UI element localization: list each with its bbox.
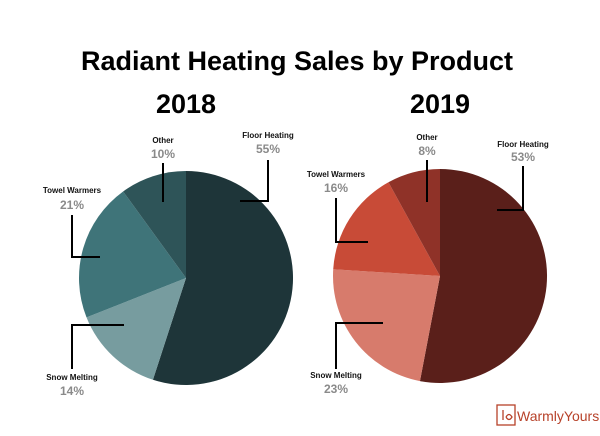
leader-2018-floor-heating — [240, 160, 269, 202]
label-2019-towel-warmers: Towel Warmers — [307, 170, 366, 179]
label-2018-floor-heating: Floor Heating — [242, 131, 294, 140]
value-2019-towel-warmers: 16% — [324, 181, 348, 195]
value-2019-floor-heating: 53% — [511, 150, 535, 164]
brand-name: WarmlyYours — [517, 408, 599, 424]
pie-2018: 2018 Floor Heating 55% Towel Warmers 21%… — [43, 89, 294, 398]
label-2019-snow-melting: Snow Melting — [310, 371, 362, 380]
leader-2019-floor-heating — [497, 166, 524, 211]
chart-title: Radiant Heating Sales by Product — [81, 46, 513, 76]
slice-2018-other — [123, 171, 186, 278]
value-2019-other: 8% — [418, 144, 436, 158]
label-2018-other: Other — [152, 136, 173, 145]
slice-2019-snow-melting — [332, 269, 440, 382]
label-2018-snow-melting: Snow Melting — [46, 373, 98, 382]
label-2019-floor-heating: Floor Heating — [497, 140, 549, 149]
brand-logo: WarmlyYours — [496, 404, 599, 426]
value-2018-floor-heating: 55% — [256, 142, 280, 156]
value-2018-other: 10% — [151, 147, 175, 161]
value-2018-snow-melting: 14% — [60, 384, 84, 398]
leader-2018-towel-warmers — [71, 215, 100, 258]
value-2019-snow-melting: 23% — [324, 382, 348, 396]
value-2018-towel-warmers: 21% — [60, 198, 84, 212]
leader-2019-towel-warmers — [335, 198, 368, 243]
label-2018-towel-warmers: Towel Warmers — [43, 186, 102, 195]
logo-mark-icon — [502, 410, 513, 421]
slice-2019-floor-heating — [419, 169, 548, 383]
slice-2018-floor-heating — [152, 171, 294, 385]
leader-2018-snow-melting — [71, 324, 124, 369]
pie-2019: 2019 Floor Heating 53% Towel Warmers 16%… — [307, 89, 549, 396]
slice-2018-snow-melting — [86, 278, 186, 380]
label-2019-other: Other — [416, 133, 437, 142]
logo-box-icon — [496, 404, 516, 426]
warmlyyours-logo-icon — [496, 404, 516, 426]
pie-2019-year: 2019 — [410, 89, 470, 119]
slice-2019-towel-warmers — [333, 182, 440, 276]
leader-2019-snow-melting — [335, 322, 383, 369]
slice-2018-towel-warmers — [78, 191, 186, 318]
pie-2018-year: 2018 — [156, 89, 216, 119]
